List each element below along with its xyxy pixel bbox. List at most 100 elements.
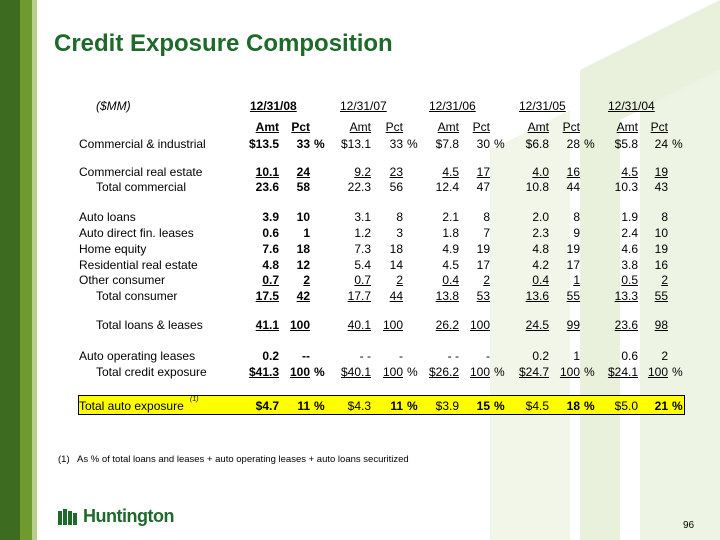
amt-cell: 1.8 [442, 226, 459, 240]
amt-cell: 4.5 [621, 165, 638, 179]
percent-sign: % [494, 137, 505, 151]
amt-cell: 0.7 [262, 273, 279, 287]
amt-cell: $5.0 [614, 399, 638, 413]
percent-sign: % [314, 137, 325, 151]
amt-cell: 2.4 [621, 226, 638, 240]
amt-cell: 17.7 [347, 289, 371, 303]
amt-cell: 40.1 [347, 318, 371, 332]
pct-cell: 15 [476, 399, 490, 413]
pct-cell: 2 [303, 273, 310, 287]
row-label: Total consumer [96, 289, 178, 303]
amt-header: Amt [349, 120, 371, 134]
row-label: Auto loans [79, 210, 136, 224]
pct-cell: 2 [661, 349, 668, 363]
pct-cell: 9 [573, 226, 580, 240]
pct-cell: 100 [469, 318, 490, 332]
pct-header: Pct [472, 120, 490, 134]
period-header: 12/31/07 [340, 99, 387, 113]
amt-cell: $24.7 [518, 365, 549, 379]
total-auto-exposure-highlight [78, 395, 685, 415]
amt-cell: 10.1 [255, 165, 279, 179]
pct-cell: 33 [296, 137, 310, 151]
pct-cell: 100 [469, 365, 490, 379]
pct-cell: - [399, 349, 403, 363]
pct-cell: -- [302, 349, 310, 363]
pct-header: Pct [385, 120, 403, 134]
pct-cell: 43 [654, 180, 668, 194]
pct-cell: 47 [476, 180, 490, 194]
amt-cell: 4.5 [442, 165, 459, 179]
percent-sign: % [494, 399, 505, 413]
pct-cell: 100 [289, 365, 310, 379]
row-label: Home equity [79, 242, 147, 256]
pct-cell: 28 [566, 137, 580, 151]
pct-cell: 8 [573, 210, 580, 224]
pct-cell: 58 [296, 180, 310, 194]
amt-cell: 0.7 [354, 273, 371, 287]
pct-cell: 2 [483, 273, 490, 287]
pct-cell: 16 [566, 165, 580, 179]
unit-label: ($MM) [96, 99, 131, 113]
amt-cell: $4.7 [255, 399, 279, 413]
percent-sign: % [584, 399, 595, 413]
pct-cell: 56 [389, 180, 403, 194]
amt-header: Amt [437, 120, 459, 134]
pct-cell: 44 [389, 289, 403, 303]
pct-cell: 12 [296, 258, 310, 272]
amt-cell: 0.5 [621, 273, 638, 287]
pct-cell: 18 [389, 242, 403, 256]
pct-cell: 24 [296, 165, 310, 179]
row-label-superscript: (1) [190, 396, 199, 403]
period-header: 12/31/08 [250, 99, 297, 113]
pct-header: Pct [291, 120, 310, 134]
pct-cell: 100 [382, 365, 403, 379]
pct-cell: 11 [297, 399, 310, 413]
pct-cell: 1 [303, 226, 310, 240]
pct-cell: 99 [566, 318, 580, 332]
pct-cell: 18 [296, 242, 310, 256]
pct-cell: 10 [654, 226, 668, 240]
amt-cell: 0.6 [262, 226, 279, 240]
percent-sign: % [407, 365, 418, 379]
pct-cell: 98 [654, 318, 668, 332]
amt-header: Amt [255, 120, 279, 134]
amt-cell: 4.5 [442, 258, 459, 272]
amt-cell: 1.2 [354, 226, 371, 240]
amt-cell: 3.8 [621, 258, 638, 272]
pct-cell: 8 [396, 210, 403, 224]
pct-cell: 19 [566, 242, 580, 256]
row-label: Total commercial [96, 180, 187, 194]
amt-cell: $5.8 [614, 137, 638, 151]
amt-cell: 4.8 [532, 242, 549, 256]
percent-sign: % [584, 365, 595, 379]
pct-cell: 33 [389, 137, 403, 151]
amt-cell: 10.8 [525, 180, 549, 194]
decorative-bar-mid [20, 0, 32, 540]
amt-cell: 26.2 [435, 318, 459, 332]
amt-cell: 2.3 [532, 226, 549, 240]
amt-cell: $41.3 [248, 365, 279, 379]
amt-cell: 2.0 [532, 210, 549, 224]
amt-cell: 0.4 [442, 273, 459, 287]
pct-cell: 21 [654, 399, 668, 413]
percent-sign: % [407, 137, 418, 151]
percent-sign: % [314, 365, 325, 379]
amt-cell: $3.9 [435, 399, 459, 413]
percent-sign: % [672, 365, 683, 379]
percent-sign: % [672, 399, 683, 413]
pct-cell: 8 [483, 210, 490, 224]
amt-cell: 13.3 [614, 289, 638, 303]
amt-cell: 22.3 [347, 180, 371, 194]
row-label: Commercial & industrial [79, 137, 206, 151]
pct-cell: - [486, 349, 490, 363]
row-label: Residential real estate [79, 258, 198, 272]
amt-cell: $7.8 [435, 137, 459, 151]
amt-cell: 0.2 [262, 349, 279, 363]
pct-cell: 17 [476, 165, 490, 179]
amt-cell: $4.3 [347, 399, 371, 413]
pct-cell: 8 [661, 210, 668, 224]
period-header: 12/31/04 [608, 99, 655, 113]
row-label: Total auto exposure [79, 399, 184, 413]
pct-cell: 14 [389, 258, 403, 272]
percent-sign: % [494, 365, 505, 379]
